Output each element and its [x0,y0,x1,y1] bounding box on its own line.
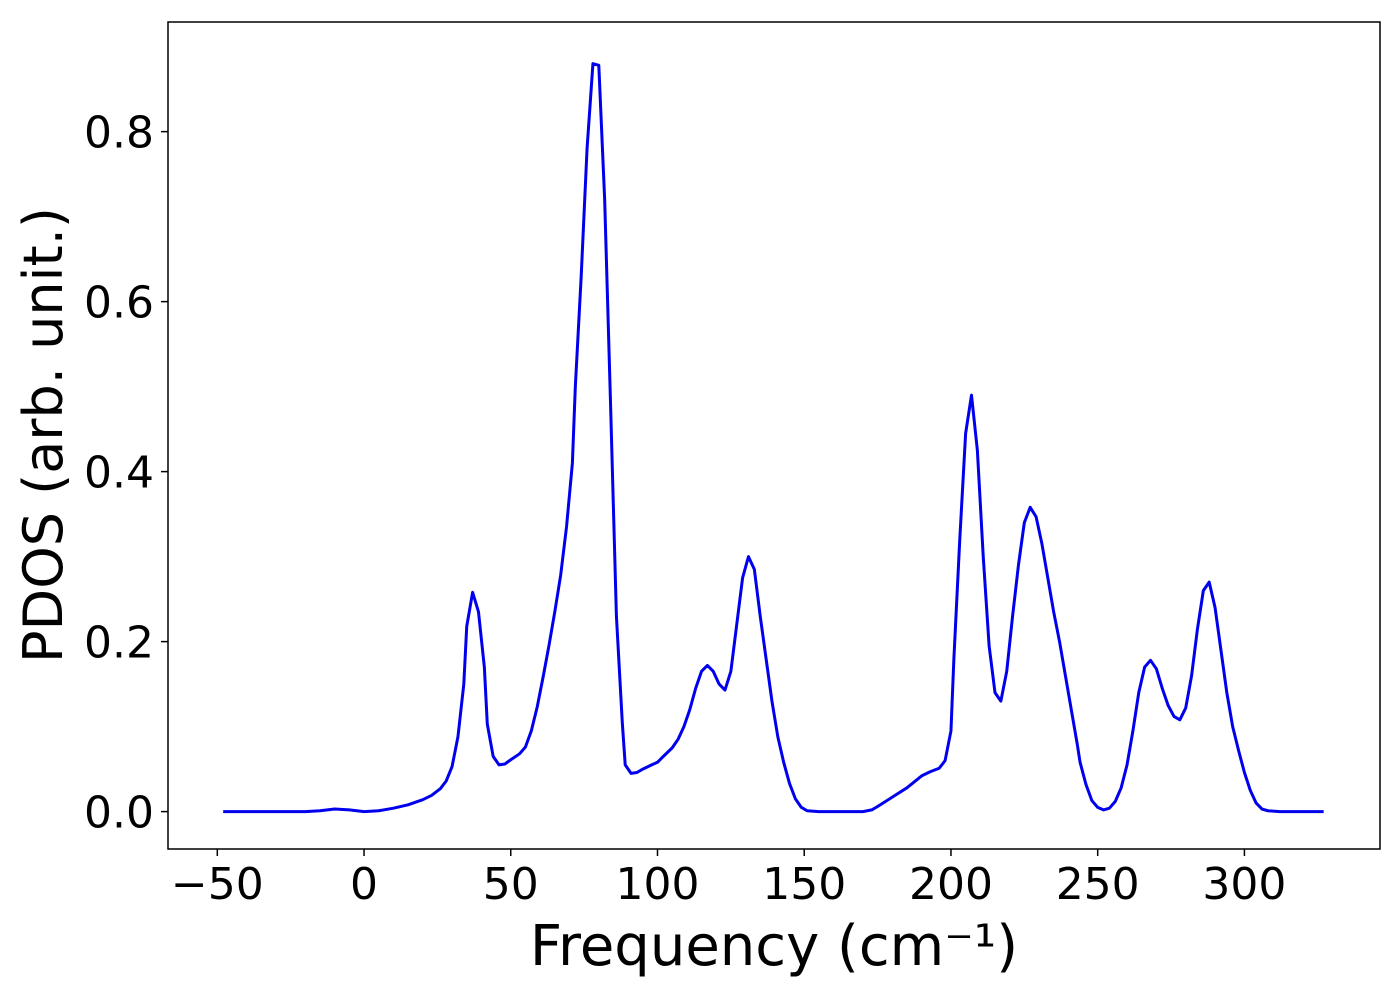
x-tick-label: 250 [1056,859,1140,910]
y-tick-label: 0.8 [84,108,154,159]
x-tick-label: 200 [909,859,993,910]
x-tick-label: 50 [483,859,539,910]
x-tick-label: 0 [350,859,378,910]
data-line [223,62,1324,814]
y-tick-label: 0.2 [84,618,154,669]
y-tick-label: 0.0 [84,788,154,839]
y-tick-label: 0.4 [84,448,154,499]
x-tick-label: 300 [1202,859,1286,910]
y-axis-label: PDOS (arb. unit.) [12,207,75,663]
x-tick-label: 150 [762,859,846,910]
y-tick-label: 0.6 [84,278,154,329]
plot-frame [167,21,1381,850]
x-tick-label: 100 [616,859,700,910]
x-axis-label: Frequency (cm⁻¹) [530,914,1018,979]
x-tick-label: −50 [171,859,264,910]
